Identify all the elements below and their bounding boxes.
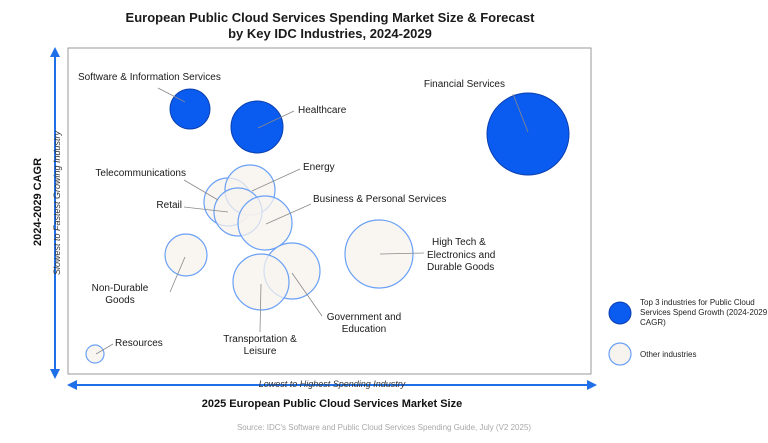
bubble-label-telecommunications: Telecommunications [95,168,186,179]
bubble-transportation-leisure [232,253,290,311]
leader-line-healthcare [257,110,295,129]
legend-swatch-other [608,342,632,366]
bubble-label-business-personal-services: Business & Personal Services [313,194,446,205]
leader-line-business-personal-services [265,203,312,225]
chart-title-line1: European Public Cloud Services Spending … [125,10,535,25]
bubble-business-personal-services [237,195,293,251]
bubble-resources [85,344,105,364]
leader-line-energy [251,168,301,192]
leader-line-resources [95,343,114,355]
bubble-label-resources: Resources [115,338,163,349]
leader-line-high-tech-electronics-and-durable-goods [379,252,425,255]
x-axis-title: 2025 European Public Cloud Services Mark… [201,398,463,410]
bubble-label-government-and-education: Government and Education [327,312,402,335]
bubble-label-high-tech-electronics-and-durable-goods: High Tech & Electronics and Durable Goods [427,237,495,273]
source-note: Source: IDC's Software and Public Cloud … [236,423,532,432]
bubble-software-information-services [169,88,211,130]
chart-title-line2: by Key IDC Industries, 2024-2029 [228,26,432,41]
bubble-label-non-durable-goods: Non-Durable Goods [92,283,149,306]
bubble-healthcare [230,100,284,154]
y-axis-direction-label: Slowest to Fastest Growing Industry [52,130,62,276]
leader-line-government-and-education [291,272,323,317]
leader-line-transportation-leisure [259,283,262,333]
bubble-label-transportation-leisure: Transportation & Leisure [223,334,297,357]
legend-label-top3: Top 3 industries for Public Cloud Servic… [640,298,768,327]
bubble-label-healthcare: Healthcare [298,105,347,116]
bubble-non-durable-goods [164,233,208,277]
y-axis-title: 2024-2029 CAGR [32,157,44,247]
x-axis-direction-label: Lowest to Highest Spending Industry [258,379,406,389]
legend-swatch-top3 [608,301,632,325]
leader-line-retail [183,206,229,213]
leader-line-non-durable-goods [169,256,186,293]
leader-line-software-information-services [157,87,186,103]
bubble-high-tech-electronics-and-durable-goods [344,219,414,289]
bubble-financial-services [486,92,570,176]
leader-line-financial-services [512,93,529,133]
leader-line-telecommunications [183,179,219,201]
bubble-label-financial-services: Financial Services [424,79,505,90]
bubble-label-energy: Energy [303,162,335,173]
legend-label-other: Other industries [640,350,697,359]
bubble-label-software-information-services: Software & Information Services [78,72,221,83]
plot-frame [67,47,592,375]
bubble-label-retail: Retail [156,200,182,211]
